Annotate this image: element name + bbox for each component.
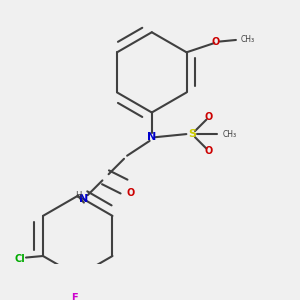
- Text: S: S: [188, 129, 196, 139]
- Text: CH₃: CH₃: [241, 35, 255, 44]
- Text: N: N: [147, 132, 156, 142]
- Text: F: F: [71, 293, 78, 300]
- Text: O: O: [205, 112, 213, 122]
- Text: H: H: [75, 191, 82, 200]
- Text: O: O: [205, 146, 213, 156]
- Text: CH₃: CH₃: [223, 130, 237, 139]
- Text: O: O: [126, 188, 134, 198]
- Text: Cl: Cl: [14, 254, 25, 264]
- Text: O: O: [212, 37, 220, 46]
- Text: N: N: [79, 194, 88, 204]
